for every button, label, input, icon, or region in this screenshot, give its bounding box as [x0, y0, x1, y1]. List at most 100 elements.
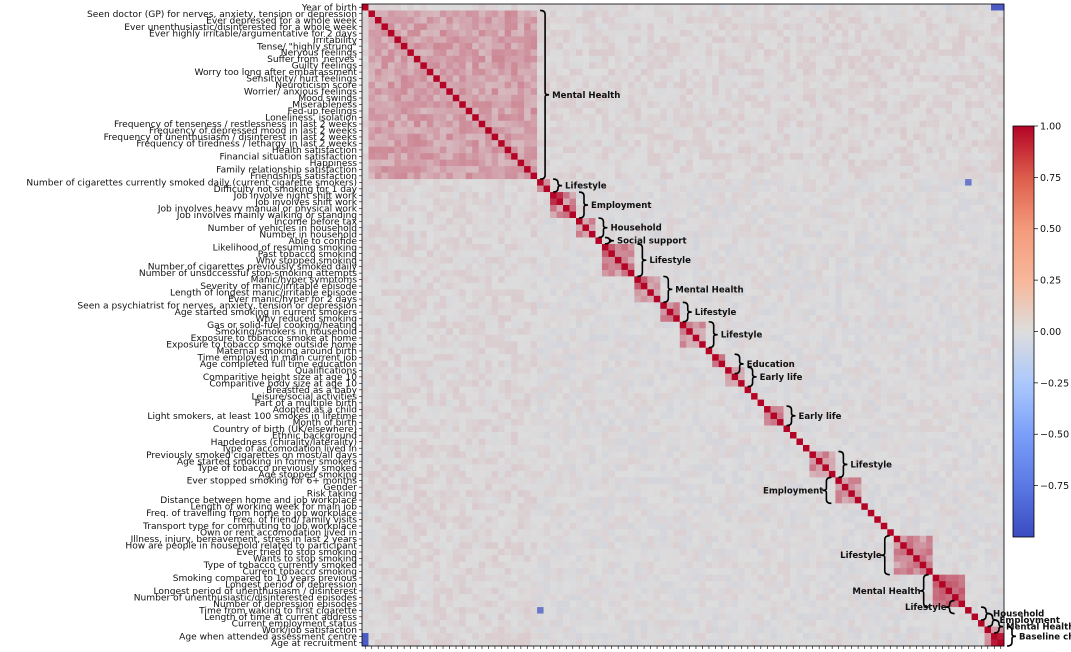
heatmap-cell — [926, 101, 933, 109]
heatmap-cell — [939, 250, 946, 258]
heatmap-cell — [699, 107, 706, 115]
heatmap-cell — [368, 302, 376, 310]
heatmap-cell — [692, 75, 700, 83]
heatmap-cell — [485, 166, 492, 173]
heatmap-cell — [887, 282, 895, 290]
heatmap-cell — [835, 10, 843, 18]
heatmap-cell — [945, 62, 953, 70]
heatmap-cell — [452, 55, 460, 63]
heatmap-cell — [971, 101, 979, 109]
heatmap-cell — [653, 282, 661, 290]
heatmap-cell — [893, 140, 901, 147]
heatmap-cell — [381, 88, 389, 96]
heatmap-cell — [582, 230, 590, 238]
heatmap-cell — [614, 166, 622, 173]
heatmap-cell — [543, 205, 551, 212]
heatmap-cell — [705, 243, 713, 251]
heatmap-cell — [796, 88, 804, 96]
heatmap-cell — [472, 237, 480, 245]
heatmap-cell — [738, 133, 745, 141]
heatmap-cell — [699, 68, 706, 76]
heatmap-cell — [712, 146, 719, 154]
heatmap-cell — [362, 263, 369, 271]
heatmap-cell — [491, 224, 499, 232]
heatmap-cell — [984, 230, 992, 238]
heatmap-cell — [472, 101, 480, 109]
heatmap-cell — [524, 192, 531, 199]
heatmap-cell — [614, 4, 622, 11]
heatmap-cell — [945, 256, 953, 264]
heatmap-cell — [511, 250, 518, 258]
heatmap-cell — [926, 4, 933, 11]
heatmap-cell — [893, 49, 901, 57]
heatmap-cell — [725, 120, 732, 128]
heatmap-cell — [563, 263, 570, 271]
heatmap-cell — [854, 75, 862, 83]
heatmap-cell — [485, 23, 492, 31]
heatmap-cell — [932, 75, 940, 83]
heatmap-cell — [913, 308, 920, 316]
heatmap-cell — [712, 282, 719, 290]
heatmap-cell — [757, 114, 765, 122]
heatmap-cell — [511, 146, 518, 154]
heatmap-cell — [563, 68, 570, 76]
heatmap-cell — [472, 179, 480, 186]
heatmap-cell — [945, 269, 953, 277]
heatmap-cell — [978, 29, 985, 37]
heatmap-cell — [913, 88, 920, 96]
heatmap-cell — [439, 23, 447, 31]
heatmap-cell — [485, 321, 492, 329]
heatmap-cell — [517, 315, 525, 323]
heatmap-cell — [407, 302, 415, 310]
heatmap-cell — [790, 211, 797, 219]
heatmap-cell — [854, 243, 862, 251]
heatmap-cell — [861, 269, 869, 277]
heatmap-cell — [400, 230, 408, 238]
heatmap-cell — [958, 146, 966, 154]
heatmap-cell — [848, 256, 856, 264]
heatmap-cell — [673, 198, 681, 206]
heatmap-cell — [984, 127, 992, 134]
heatmap-cell — [362, 302, 369, 310]
heatmap-cell — [556, 49, 564, 57]
heatmap-cell — [608, 62, 616, 70]
heatmap-cell — [627, 120, 635, 128]
heatmap-cell — [978, 159, 985, 167]
heatmap-cell — [958, 211, 966, 219]
heatmap-cell — [939, 224, 946, 232]
heatmap-cell — [556, 81, 564, 89]
heatmap-cell — [485, 289, 492, 297]
heatmap-cell — [653, 107, 661, 115]
heatmap-cell — [673, 237, 681, 245]
heatmap-cell — [718, 295, 726, 303]
heatmap-cell — [673, 140, 681, 147]
heatmap-cell — [653, 68, 661, 76]
heatmap-cell — [563, 224, 570, 232]
heatmap-cell — [874, 172, 882, 180]
heatmap-cell — [673, 243, 681, 251]
heatmap-cell — [679, 308, 687, 316]
heatmap-cell — [705, 198, 713, 206]
heatmap-cell — [679, 23, 687, 31]
heatmap-cell — [686, 211, 694, 219]
heatmap-cell — [835, 4, 843, 11]
heatmap-cell — [362, 218, 369, 225]
heatmap-cell — [491, 250, 499, 258]
heatmap-cell — [777, 127, 784, 134]
heatmap-cell — [958, 237, 966, 245]
heatmap-cell — [913, 289, 920, 297]
heatmap-cell — [783, 107, 791, 115]
heatmap-cell — [407, 192, 415, 199]
heatmap-cell — [640, 289, 648, 297]
heatmap-cell — [381, 218, 389, 225]
heatmap-cell — [368, 75, 376, 83]
heatmap-cell — [867, 4, 875, 11]
heatmap-cell — [439, 276, 447, 284]
heatmap-cell — [362, 101, 369, 109]
heatmap-cell — [841, 140, 849, 147]
heatmap-cell — [815, 308, 823, 316]
heatmap-cell — [582, 153, 590, 160]
heatmap-cell — [387, 179, 395, 186]
heatmap-cell — [900, 263, 908, 271]
heatmap-cell — [699, 198, 706, 206]
